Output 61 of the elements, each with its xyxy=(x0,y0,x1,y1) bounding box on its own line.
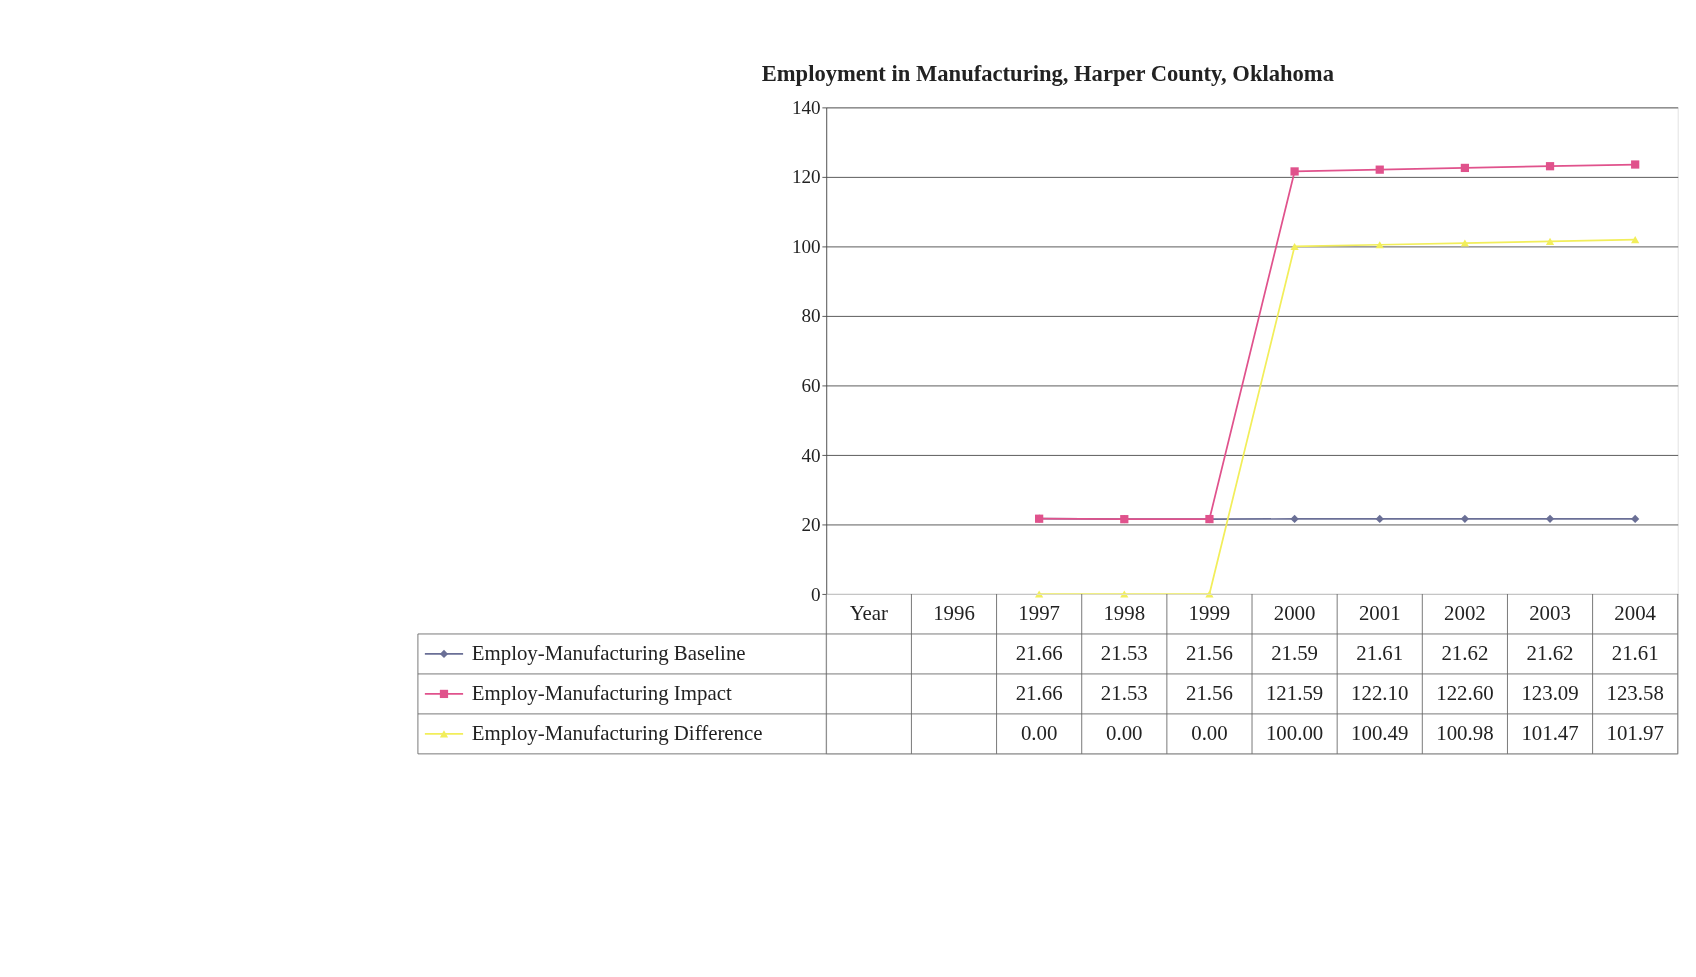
y-tick-label: 100 xyxy=(791,235,821,257)
legend-label: Employ-Manufacturing Impact xyxy=(471,681,732,705)
data-label: 21.56 xyxy=(1185,681,1233,705)
x-tick-label: 2004 xyxy=(1614,601,1657,626)
x-tick-label: 2000 xyxy=(1273,601,1316,626)
point xyxy=(1460,163,1470,173)
x-tick-label: 2002 xyxy=(1444,601,1486,626)
data-label: 21.66 xyxy=(1015,641,1063,666)
point xyxy=(1375,241,1384,249)
point xyxy=(1631,514,1640,524)
legend-label: Employ-Manufacturing Baseline xyxy=(471,641,746,666)
y-tick-label: 40 xyxy=(801,444,821,466)
point xyxy=(1631,236,1640,244)
y-tick-label: 140 xyxy=(791,96,821,118)
data-label: 121.59 xyxy=(1265,681,1324,705)
point xyxy=(1290,242,1299,251)
point xyxy=(1460,239,1470,247)
data-label: 21.59 xyxy=(1271,641,1319,666)
data-label: 21.53 xyxy=(1100,641,1148,666)
point xyxy=(1545,162,1555,171)
point xyxy=(1545,514,1555,523)
data-label: 0.00 xyxy=(1191,720,1228,745)
chart-title: Employment in Manufacturing, Harper County, Oklahoma xyxy=(761,60,1334,86)
x-tick-label: 2001 xyxy=(1358,601,1401,626)
point xyxy=(1631,160,1640,169)
data-label: 0.00 xyxy=(1020,720,1058,745)
point xyxy=(1460,514,1470,523)
point xyxy=(1375,165,1384,174)
x-tick-label: 1999 xyxy=(1188,601,1231,626)
data-label: 100.98 xyxy=(1436,720,1494,745)
data-label: 21.66 xyxy=(1015,681,1063,705)
data-label: 0.00 xyxy=(1106,720,1143,745)
data-label: 122.10 xyxy=(1351,681,1409,705)
data-label: 123.58 xyxy=(1606,681,1664,705)
x-tick-label: 1996 xyxy=(933,601,975,626)
x-tick-label: 1997 xyxy=(1018,601,1060,626)
point xyxy=(1290,514,1299,524)
data-label: 100.00 xyxy=(1265,720,1324,745)
legend-label: Employ-Manufacturing Difference xyxy=(471,720,763,745)
point xyxy=(1545,237,1555,245)
data-label: 21.56 xyxy=(1185,641,1233,666)
data-label: 123.09 xyxy=(1521,681,1579,705)
data-label: 21.62 xyxy=(1526,641,1574,666)
data-label: 101.97 xyxy=(1606,720,1664,745)
data-label: 122.60 xyxy=(1436,681,1494,705)
x-tick-label: Year xyxy=(849,601,889,626)
point xyxy=(1375,514,1384,524)
y-tick-label: 80 xyxy=(801,305,821,327)
data-label: 21.61 xyxy=(1611,641,1659,666)
data-label: 100.49 xyxy=(1351,720,1409,745)
data-label: 21.53 xyxy=(1100,681,1148,705)
data-label: 101.47 xyxy=(1521,720,1579,745)
data-label: 21.62 xyxy=(1441,641,1489,666)
x-tick-label: 1998 xyxy=(1103,601,1146,626)
y-tick-label: 0 xyxy=(811,583,821,605)
y-tick-label: 120 xyxy=(791,166,821,188)
y-tick-label: 20 xyxy=(801,514,821,536)
x-tick-label: 2003 xyxy=(1529,601,1571,626)
data-label: 21.61 xyxy=(1356,641,1404,666)
y-tick-label: 60 xyxy=(801,374,821,396)
point xyxy=(1290,167,1299,176)
